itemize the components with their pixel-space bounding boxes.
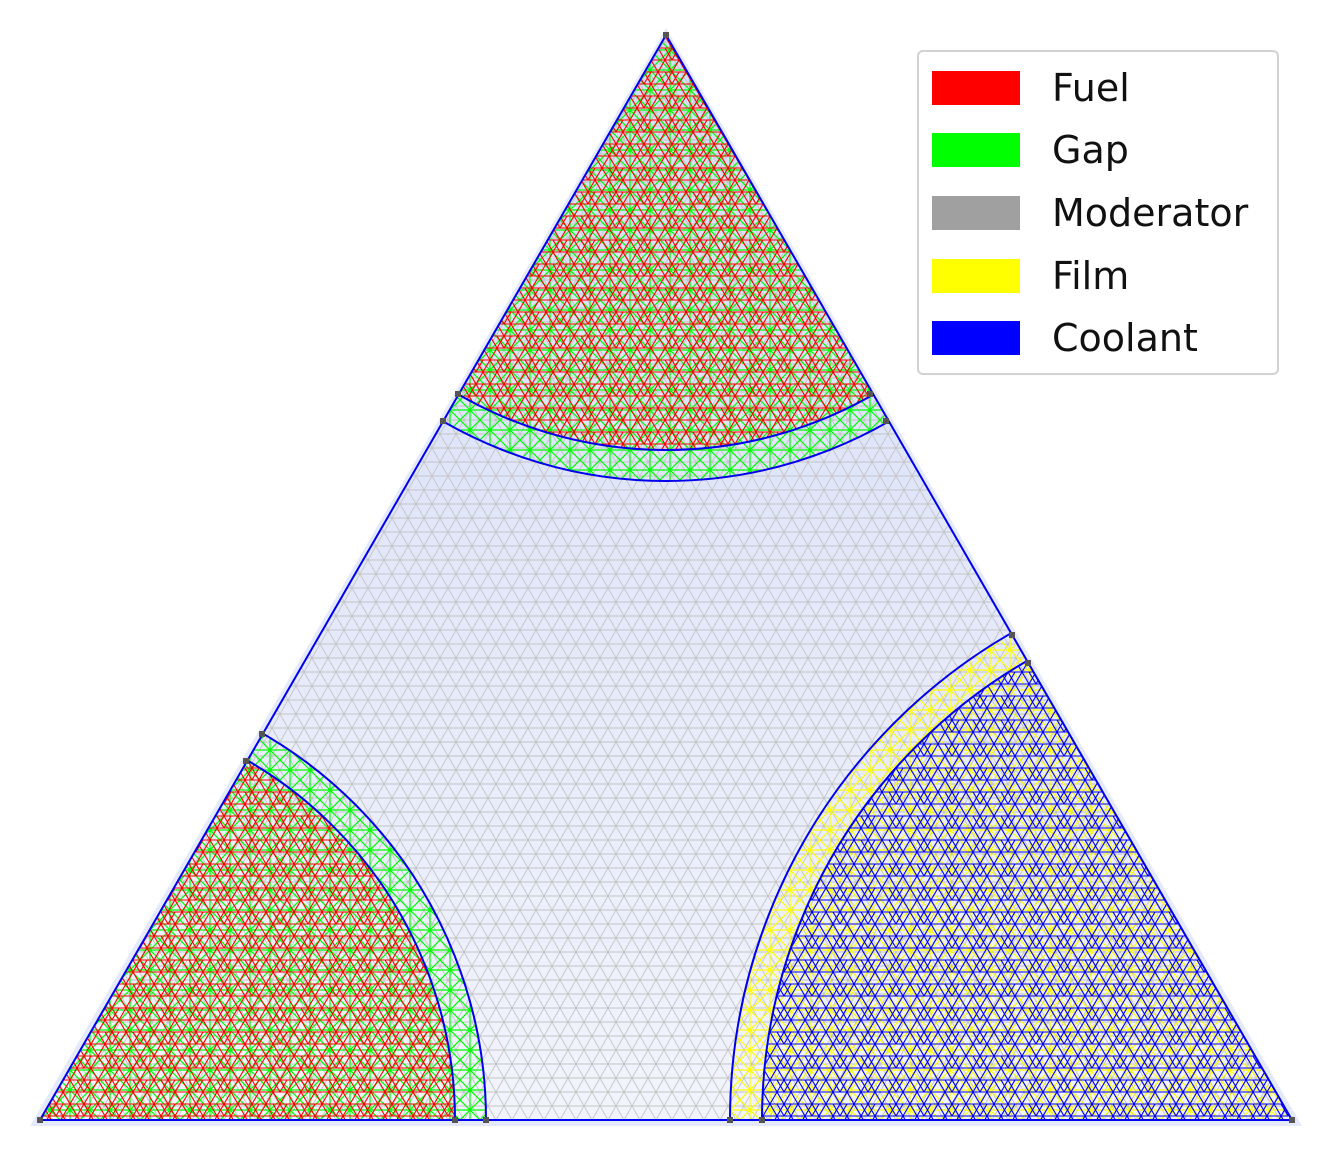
legend-swatch-coolant <box>932 321 1020 355</box>
legend-label-gap: Gap <box>1052 128 1129 172</box>
legend-item-film: Film <box>932 251 1129 301</box>
legend-swatch-film <box>932 259 1020 293</box>
legend-swatch-gap <box>932 133 1020 167</box>
legend-label-coolant: Coolant <box>1052 316 1198 360</box>
legend-label-fuel: Fuel <box>1052 66 1130 110</box>
legend-swatch-moderator <box>932 196 1020 230</box>
legend-item-moderator: Moderator <box>932 188 1248 238</box>
legend: Fuel Gap Moderator Film Coolant <box>917 50 1279 375</box>
left-fuel-region <box>40 705 455 1120</box>
legend-item-fuel: Fuel <box>932 63 1130 113</box>
legend-item-gap: Gap <box>932 125 1129 175</box>
triangle-outline <box>38 32 1294 1121</box>
legend-swatch-fuel <box>932 71 1020 105</box>
legend-item-coolant: Coolant <box>932 313 1198 363</box>
right-coolant-region <box>762 590 1292 1120</box>
legend-label-moderator: Moderator <box>1052 191 1249 235</box>
geometry-vertices <box>37 32 1295 1123</box>
legend-label-film: Film <box>1052 254 1130 298</box>
